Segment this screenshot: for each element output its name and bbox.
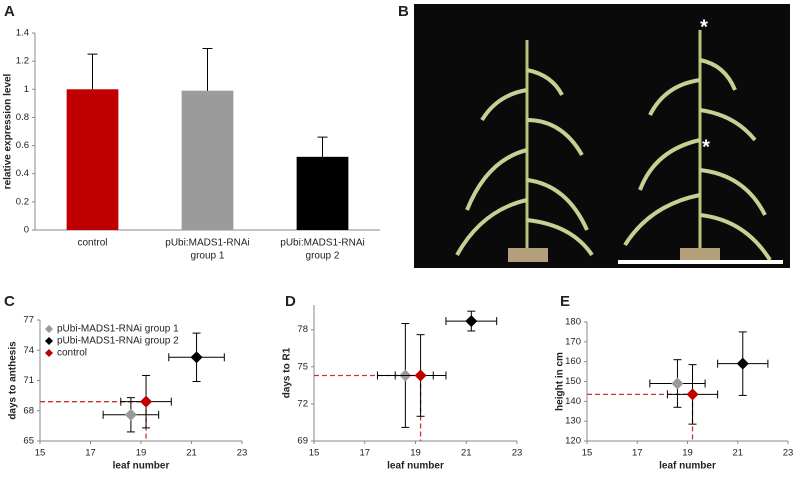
x-tick-label: 19 xyxy=(136,448,147,459)
y-tick-label: 130 xyxy=(565,416,581,427)
legend-marker xyxy=(45,337,53,345)
x-tick-label: 23 xyxy=(783,448,793,459)
x-tick-label: 21 xyxy=(186,448,197,459)
x-tick-label: group 1 xyxy=(191,251,225,262)
photo-annotation: * xyxy=(700,16,708,38)
y-tick-label: 78 xyxy=(297,324,308,335)
y-tick-label: 0.6 xyxy=(16,140,29,151)
legend-label: pUbi-MADS1-RNAi group 1 xyxy=(57,324,179,335)
panel-letter: A xyxy=(4,3,15,20)
legend-marker xyxy=(45,325,53,333)
x-tick-label: 15 xyxy=(582,448,593,459)
point xyxy=(686,388,699,401)
y-tick-label: 65 xyxy=(23,436,34,447)
y-tick-label: 77 xyxy=(23,315,34,326)
x-tick-label: 19 xyxy=(410,448,421,459)
y-axis-title: height in cm xyxy=(555,352,566,411)
x-tick-label: 15 xyxy=(35,448,46,459)
x-tick-label: 21 xyxy=(461,448,472,459)
y-tick-label: 71 xyxy=(23,375,34,386)
x-axis-title: leaf number xyxy=(659,461,716,472)
y-tick-label: 180 xyxy=(565,317,581,328)
bar xyxy=(296,156,349,230)
x-tick-label: 23 xyxy=(237,448,248,459)
y-tick-label: 69 xyxy=(297,436,308,447)
point xyxy=(124,408,137,421)
bar xyxy=(66,89,119,231)
point xyxy=(140,395,153,408)
x-tick-label: 15 xyxy=(309,448,320,459)
x-tick-label: group 2 xyxy=(306,251,340,262)
y-tick-label: 1.4 xyxy=(16,28,29,39)
y-axis-title: relative expression level xyxy=(3,73,14,189)
panel-letter: C xyxy=(4,293,15,310)
legend-label: pUbi-MADS1-RNAi group 2 xyxy=(57,336,179,347)
photo-annotation: * xyxy=(702,136,710,158)
point xyxy=(414,369,427,382)
x-tick-label: 19 xyxy=(682,448,693,459)
y-tick-label: 75 xyxy=(297,361,308,372)
photo xyxy=(414,4,790,268)
y-tick-label: 68 xyxy=(23,405,34,416)
legend-label: control xyxy=(57,348,87,359)
y-tick-label: 1.2 xyxy=(16,56,29,67)
legend-marker xyxy=(45,349,53,357)
y-tick-label: 150 xyxy=(565,376,581,387)
x-tick-label: 21 xyxy=(732,448,743,459)
x-tick-label: pUbi:MADS1-RNAi xyxy=(280,238,364,249)
x-axis-title: leaf number xyxy=(387,461,444,472)
x-axis-title: leaf number xyxy=(113,461,170,472)
x-tick-label: 17 xyxy=(632,448,643,459)
y-tick-label: 0.8 xyxy=(16,112,29,123)
y-axis-title: days to R1 xyxy=(282,347,293,398)
y-tick-label: 1 xyxy=(24,84,29,95)
y-tick-label: 140 xyxy=(565,396,581,407)
bar xyxy=(181,90,234,230)
panel-letter: B xyxy=(398,3,409,20)
point xyxy=(671,377,684,390)
y-tick-label: 160 xyxy=(565,356,581,367)
y-tick-label: 0.4 xyxy=(16,168,29,179)
panel-letter: E xyxy=(560,293,570,310)
y-tick-label: 0.2 xyxy=(16,196,29,207)
y-tick-label: 0 xyxy=(24,225,29,236)
y-tick-label: 170 xyxy=(565,336,581,347)
y-axis-title: days to anthesis xyxy=(8,341,19,420)
point xyxy=(736,357,749,370)
x-tick-label: pUbi:MADS1-RNAi xyxy=(165,238,249,249)
y-tick-label: 120 xyxy=(565,436,581,447)
point xyxy=(465,315,478,328)
x-tick-label: 17 xyxy=(359,448,370,459)
point xyxy=(190,351,203,364)
x-tick-label: 23 xyxy=(512,448,523,459)
x-tick-label: 17 xyxy=(85,448,96,459)
panel-letter: D xyxy=(285,293,296,310)
y-tick-label: 72 xyxy=(297,398,308,409)
x-tick-label: control xyxy=(77,238,107,249)
y-tick-label: 74 xyxy=(23,345,34,356)
